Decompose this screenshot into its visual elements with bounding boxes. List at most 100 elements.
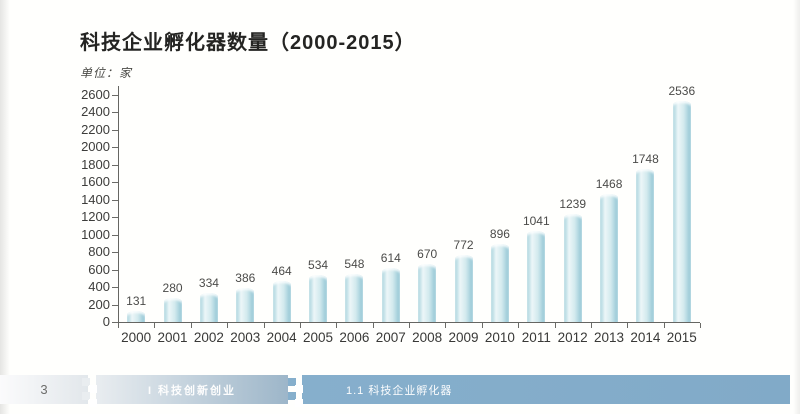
y-tick-mark (112, 217, 118, 219)
y-tick-label: 200 (88, 296, 110, 312)
bar (381, 268, 400, 322)
bar-value-label: 614 (380, 251, 401, 266)
y-tick-mark (112, 234, 118, 236)
y-tick-label: 1800 (81, 156, 110, 172)
bar (563, 213, 582, 322)
footer-section-label: I 科技创新创业 (96, 375, 288, 404)
x-tick-label: 2000 (121, 330, 152, 345)
x-tick-label: 2014 (630, 330, 661, 345)
x-tick-mark (663, 323, 665, 328)
bar (199, 292, 218, 322)
y-tick-label: 2400 (81, 104, 110, 120)
scan-edge-right (793, 0, 800, 414)
x-tick-label: 2001 (157, 330, 188, 345)
bar-value-label: 548 (344, 257, 365, 272)
x-tick-label: 2013 (594, 330, 625, 345)
x-tick-mark (481, 323, 483, 328)
y-tick-mark (112, 252, 118, 254)
y-axis (118, 86, 119, 323)
y-tick-label: 1400 (81, 191, 110, 207)
x-tick-mark (336, 323, 338, 328)
y-tick-label: 800 (88, 244, 110, 260)
puzzle-square (295, 399, 303, 407)
bar-value-label: 670 (417, 246, 438, 261)
y-tick-mark (112, 147, 118, 149)
bar (636, 169, 655, 322)
x-tick-mark (700, 323, 701, 328)
x-tick-label: 2011 (521, 330, 551, 345)
x-tick-label: 2008 (412, 330, 443, 345)
x-tick-label: 2009 (448, 330, 479, 345)
footer-subsection-label: 1.1 科技企业孵化器 (302, 375, 790, 404)
puzzle-square (82, 378, 90, 386)
y-tick-mark (112, 182, 118, 184)
bar (527, 231, 546, 322)
footer-page-number: 3 (0, 375, 88, 404)
bar (454, 254, 473, 322)
y-tick-label: 1200 (81, 209, 110, 225)
x-tick-mark (445, 323, 447, 328)
puzzle-square (295, 385, 303, 393)
y-tick-mark (112, 304, 118, 306)
bar (418, 263, 437, 322)
bar-value-label: 1748 (632, 152, 659, 167)
x-tick-mark (409, 323, 410, 328)
bar-value-label: 896 (489, 226, 510, 241)
x-tick-label: 2015 (666, 330, 697, 345)
x-tick-mark (190, 323, 192, 328)
bar (236, 288, 255, 322)
scan-edge-left (0, 0, 10, 414)
y-tick-mark (112, 112, 118, 114)
footer-band: 3 I 科技创新创业 1.1 科技企业孵化器 (0, 375, 800, 407)
x-tick-mark (118, 323, 119, 328)
puzzle-square (89, 385, 97, 393)
x-tick-mark (154, 323, 156, 328)
bar-value-label: 2536 (668, 83, 696, 98)
y-tick-label: 0 (102, 314, 110, 329)
puzzle-square (82, 392, 90, 400)
unit-label: 单位：家 (80, 66, 133, 80)
x-tick-label: 2012 (557, 330, 588, 345)
bar-value-label: 1239 (559, 196, 587, 211)
puzzle-square (89, 399, 97, 407)
x-tick-label: 2004 (266, 330, 297, 345)
y-tick-mark (112, 269, 118, 271)
y-tick-label: 1000 (81, 226, 110, 242)
bar-value-label: 534 (308, 258, 329, 273)
x-tick-mark (263, 323, 265, 328)
y-tick-label: 2600 (81, 87, 110, 102)
y-tick-mark (112, 287, 118, 289)
x-tick-label: 2010 (484, 330, 515, 345)
x-tick-mark (590, 323, 592, 328)
x-tick-label: 2006 (339, 330, 370, 345)
bar-value-label: 1041 (522, 214, 550, 229)
x-tick-mark (518, 323, 520, 328)
x-axis (118, 322, 700, 323)
bar (672, 100, 691, 322)
x-tick-label: 2005 (303, 330, 334, 345)
bar-value-label: 280 (162, 280, 183, 295)
y-tick-label: 400 (88, 279, 110, 295)
x-tick-mark (299, 323, 301, 328)
bar-value-label: 334 (198, 275, 219, 290)
bar-value-label: 131 (126, 293, 147, 308)
x-tick-mark (372, 323, 374, 328)
page-title: 科技企业孵化器数量（2000-2015） (80, 32, 416, 54)
bar (272, 281, 291, 322)
y-tick-mark (112, 95, 118, 96)
x-tick-mark (627, 323, 629, 328)
bar-value-label: 464 (271, 264, 292, 279)
page-number: 3 (40, 382, 48, 397)
y-tick-mark (112, 164, 118, 166)
puzzle-square (288, 378, 296, 386)
y-tick-mark (112, 129, 118, 131)
x-tick-label: 2002 (193, 330, 224, 345)
subsection-label: 1.1 科技企业孵化器 (346, 384, 453, 397)
bar-value-label: 386 (235, 271, 256, 286)
bar-value-label: 1468 (595, 176, 623, 191)
bar (345, 274, 364, 322)
y-tick-label: 2000 (81, 139, 110, 155)
y-tick-label: 600 (88, 261, 110, 277)
